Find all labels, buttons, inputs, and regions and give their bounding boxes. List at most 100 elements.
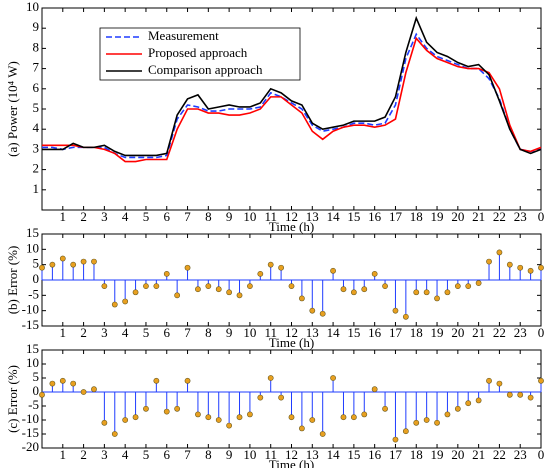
legend-label: Comparison approach: [148, 62, 263, 77]
stem-marker: [538, 264, 544, 271]
stem-marker: [101, 283, 108, 290]
x-tick-label: 2: [80, 209, 87, 224]
x-tick-label: 14: [327, 447, 341, 462]
x-tick-label: 15: [347, 209, 360, 224]
stem-marker: [49, 261, 56, 268]
y-tick-label: 10: [26, 240, 39, 255]
y-tick-label: 2: [33, 161, 40, 176]
y-tick-label: -10: [22, 302, 39, 317]
y-axis-title: (a) Power (10⁴ W): [5, 61, 20, 157]
stem-marker: [486, 258, 492, 265]
stem-marker: [288, 283, 295, 290]
x-tick-label: 5: [143, 209, 150, 224]
stem-marker: [444, 411, 451, 418]
y-tick-label: -5: [28, 286, 39, 301]
stem-marker: [330, 267, 336, 274]
x-tick-label: 12: [285, 325, 298, 340]
x-tick-label: 19: [431, 209, 444, 224]
y-tick-label: 10: [26, 355, 39, 370]
x-tick-label: 18: [410, 325, 423, 340]
x-tick-label: 11: [264, 447, 277, 462]
stem-marker: [340, 286, 347, 293]
x-tick-label: 5: [143, 325, 150, 340]
x-tick-label: 1: [60, 447, 67, 462]
x-tick-label: 18: [410, 447, 423, 462]
stem-marker: [413, 419, 420, 426]
stem-marker: [59, 377, 66, 384]
y-tick-label: 1: [33, 181, 40, 196]
stem-marker: [496, 249, 503, 256]
x-tick-label: 2: [80, 325, 87, 340]
stem-marker: [392, 436, 399, 443]
stem-marker: [319, 431, 326, 437]
x-tick-label: 15: [347, 325, 360, 340]
stem-marker: [527, 267, 534, 274]
y-tick-label: 9: [33, 19, 40, 34]
stem-marker: [288, 414, 295, 421]
stem-marker: [195, 411, 201, 418]
stem-marker: [413, 289, 420, 296]
stem-marker: [70, 261, 77, 268]
stem-marker: [309, 307, 316, 314]
stem-marker: [454, 283, 461, 290]
x-tick-label: 7: [184, 325, 191, 340]
stem-marker: [506, 391, 513, 398]
y-tick-label: 3: [33, 140, 40, 155]
stem-marker: [153, 283, 160, 290]
legend-label: Proposed approach: [148, 45, 248, 60]
x-tick-label: 22: [493, 447, 506, 462]
x-tick-label: 7: [184, 447, 191, 462]
stem-marker: [122, 298, 129, 305]
stem-marker: [91, 386, 97, 393]
stem-marker: [247, 411, 253, 418]
stem-marker: [350, 414, 357, 421]
stem-marker: [257, 270, 264, 277]
x-tick-label: 1: [60, 325, 67, 340]
x-tick-label: 11: [264, 325, 277, 340]
stem-marker: [267, 375, 274, 381]
y-tick-label: 0: [33, 383, 40, 398]
x-tick-label: 16: [368, 447, 382, 462]
x-tick-label: 11: [264, 209, 277, 224]
stem-marker: [132, 289, 139, 296]
x-tick-label: 23: [514, 325, 527, 340]
y-axis-title: (b) Error (%): [5, 246, 20, 315]
y-axis-title: (c) Error (%): [5, 365, 20, 433]
x-tick-label: 6: [164, 325, 171, 340]
stem-marker: [195, 286, 201, 293]
x-tick-label: 12: [285, 209, 298, 224]
x-tick-label: 8: [205, 325, 212, 340]
stem-marker: [361, 286, 368, 293]
y-tick-label: 15: [26, 341, 39, 356]
x-tick-label: 0: [538, 325, 545, 340]
stem-marker: [215, 417, 222, 423]
stem-marker: [91, 258, 97, 265]
x-tick-label: 3: [101, 325, 108, 340]
stem-marker: [517, 391, 524, 398]
x-tick-label: 0: [538, 209, 545, 224]
stem-marker: [423, 289, 430, 296]
stem-marker: [184, 264, 191, 271]
x-tick-label: 10: [243, 325, 256, 340]
stem-marker: [361, 411, 368, 418]
x-tick-label: 8: [205, 209, 212, 224]
stem-marker: [111, 431, 118, 437]
x-tick-label: 20: [451, 209, 464, 224]
x-tick-label: 17: [389, 209, 403, 224]
x-axis-title: Time (h): [269, 457, 314, 468]
y-tick-label: 6: [33, 80, 40, 95]
y-tick-label: 7: [33, 60, 40, 75]
stem-marker: [257, 394, 264, 401]
stem-marker: [111, 301, 118, 308]
stem-marker: [184, 377, 191, 384]
y-tick-label: -15: [22, 425, 39, 440]
stem-marker: [340, 414, 347, 421]
stem-marker: [423, 417, 430, 423]
stem-marker: [330, 375, 336, 381]
x-tick-label: 2: [80, 447, 87, 462]
stem-marker: [319, 310, 326, 317]
x-tick-label: 20: [451, 325, 464, 340]
stem-marker: [496, 380, 503, 387]
x-tick-label: 5: [143, 447, 150, 462]
